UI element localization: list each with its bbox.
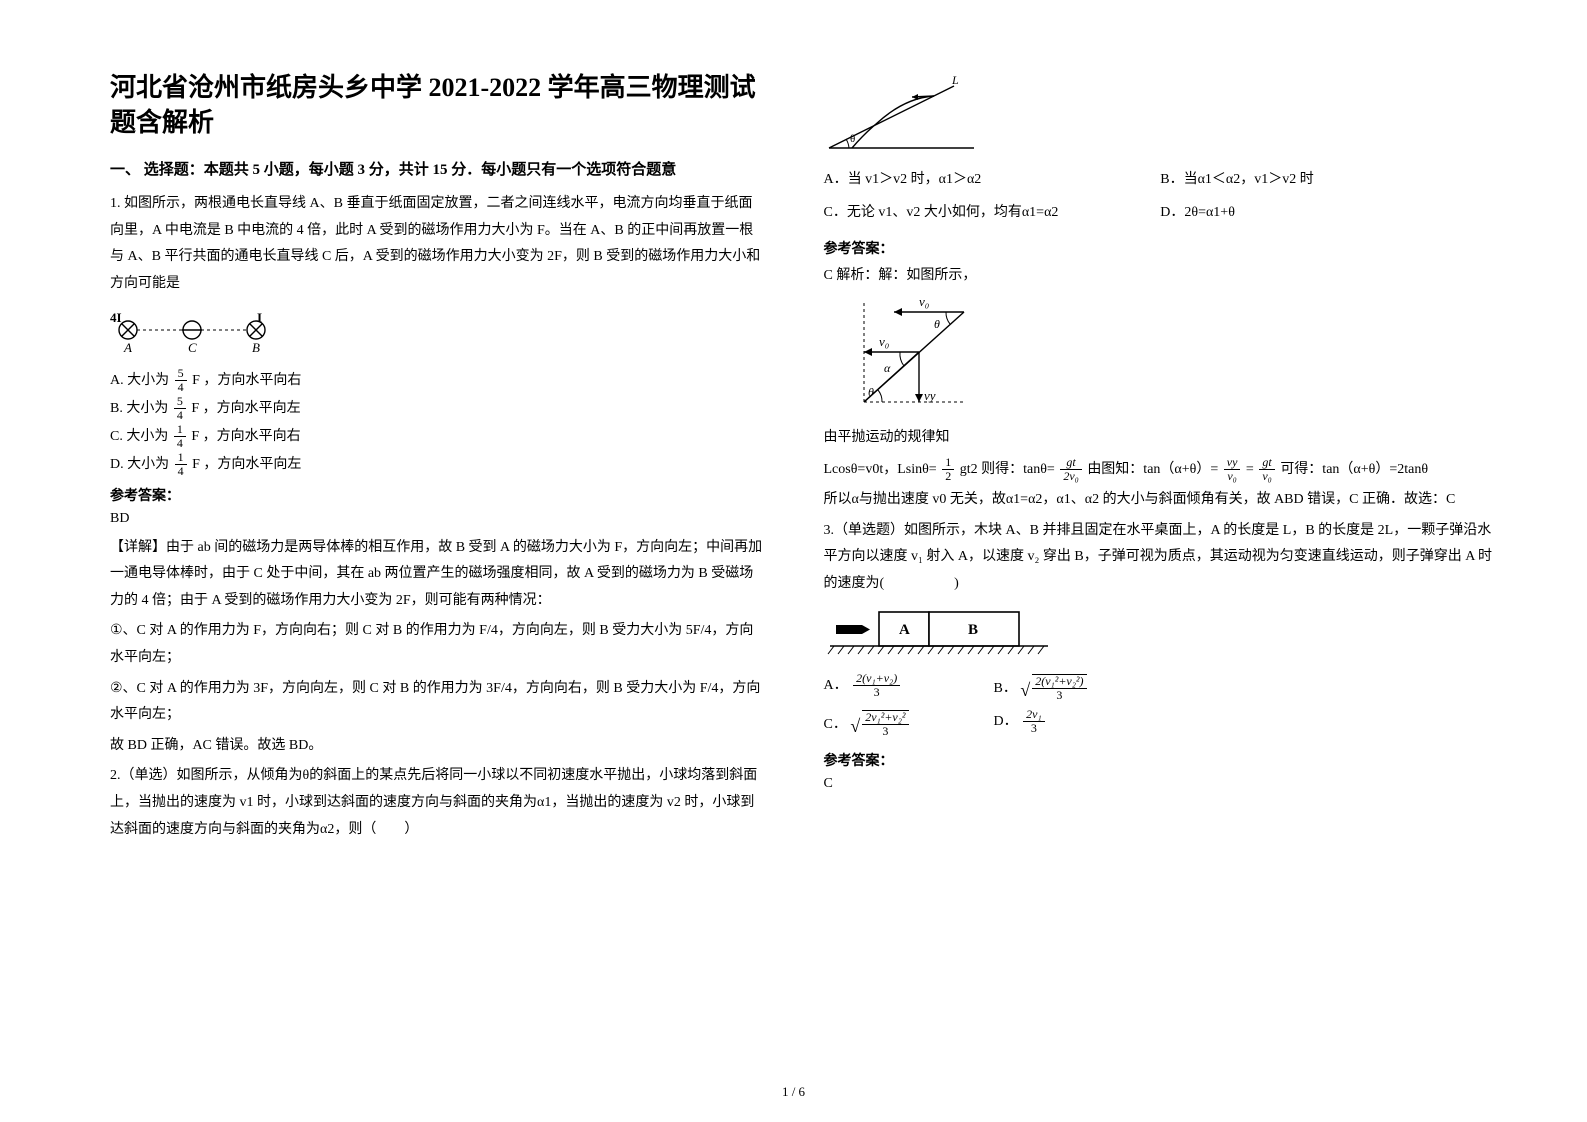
q1-optD-num: 1: [175, 451, 187, 465]
q1-optB-num: 5: [174, 395, 186, 409]
q1-optB: B. 大小为 54 F ，方向水平向左: [110, 395, 764, 423]
q3-A-label: A．: [824, 678, 848, 693]
q3-optC: C． √2v₁²+v₂²3: [824, 708, 994, 744]
q1-exp4: 故 BD 正确，AC 错误。故选 BD。: [110, 733, 764, 760]
label-v0left: v₀: [879, 334, 889, 349]
label-theta: θ: [850, 133, 855, 145]
f1d: 2: [942, 470, 954, 483]
q2-row1: A．当 v1＞v2 时，α1＞α2 B．当α1＜α2，v1＞v2 时: [824, 167, 1498, 200]
q3-row1: A． 2(v₁+v₂)3 B． √2(v₁²+v₂²)3: [824, 672, 1164, 708]
q2-e2: Lcosθ=v0t，Lsinθ= 12 gt2 则得：tanθ= gt2v₀ 由…: [824, 456, 1498, 484]
q1-exp2: ①、C 对 A 的作用力为 F，方向向右；则 C 对 B 的作用力为 F/4，方…: [110, 618, 764, 671]
label-v0top: v₀: [919, 294, 929, 309]
q3-stem: 3.（单选题）如图所示，木块 A、B 并排且固定在水平桌面上，A 的长度是 L，…: [824, 518, 1498, 598]
q1-figure: 4I I A C B: [110, 308, 764, 359]
f4n: gt: [1259, 456, 1275, 470]
sqrt-icon: √: [1020, 680, 1030, 700]
q1-optC-pre: C. 大小为: [110, 429, 168, 444]
doc-title: 河北省沧州市纸房头乡中学 2021-2022 学年高三物理测试题含解析: [110, 70, 764, 140]
q2-e1: 由平抛运动的规律知: [824, 425, 1498, 452]
q3-row2: C． √2v₁²+v₂²3 D． 2v₁3: [824, 708, 1164, 744]
q1-optC-num: 1: [174, 423, 186, 437]
q3-optA: A． 2(v₁+v₂)3: [824, 672, 994, 708]
q3-ref: 参考答案：: [824, 750, 1498, 770]
q2-ref: 参考答案：: [824, 238, 1498, 258]
q3-optB: B． √2(v₁²+v₂²)3: [994, 672, 1164, 708]
q3Cd: 3: [862, 725, 908, 738]
label-A: A: [123, 340, 132, 354]
q1-optC-post: F ，方向水平向右: [191, 429, 300, 444]
f4d: v₀: [1259, 470, 1275, 483]
label-C: C: [188, 340, 197, 354]
q2-ans: C 解析：解：如图所示，: [824, 264, 1498, 284]
q2-e3: 所以α与抛出速度 v0 无关，故α1=α2，α1、α2 的大小与斜面倾角有关，故…: [824, 487, 1498, 514]
q2-figure: L θ: [824, 76, 1498, 159]
q2-optB: B．当α1＜α2，v1＞v2 时: [1160, 167, 1497, 194]
q1-ref: 参考答案：: [110, 485, 764, 505]
q1-optC-den: 4: [174, 437, 186, 450]
page-number: 1 / 6: [0, 1084, 1587, 1100]
f2n: gt: [1060, 456, 1082, 470]
label-vy: vy: [924, 388, 936, 403]
f3n: vy: [1224, 456, 1241, 470]
page: 河北省沧州市纸房头乡中学 2021-2022 学年高三物理测试题含解析 一、 选…: [0, 0, 1587, 1122]
q1-optA-num: 5: [175, 367, 187, 381]
label-blkA: A: [899, 622, 910, 638]
q2-e2b: gt2 则得：tanθ=: [960, 462, 1059, 477]
q2-e2e: 可得：tan（α+θ）=2tanθ: [1280, 462, 1428, 477]
q2-e2c: 由图知：tan（α+θ）=: [1087, 462, 1221, 477]
q3Bd: 3: [1032, 689, 1086, 702]
left-column: 河北省沧州市纸房头乡中学 2021-2022 学年高三物理测试题含解析 一、 选…: [110, 70, 804, 1092]
q3Dn: 2v₁: [1023, 708, 1045, 722]
q3Ad: 3: [853, 686, 900, 699]
q3Cn: 2v₁²+v₂²: [862, 711, 908, 725]
q2-row2: C．无论 v1、v2 大小如何，均有α1=α2 D．2θ=α1+θ: [824, 200, 1498, 233]
q2-e2d: =: [1246, 462, 1257, 477]
label-blkB: B: [968, 622, 978, 638]
right-column: L θ A．当 v1＞v2 时，α1＞α2 B．当α1＜α2，v1＞v2 时 C…: [804, 70, 1498, 1092]
q2-optA: A．当 v1＞v2 时，α1＞α2: [824, 167, 1161, 194]
q1-exp1: 【详解】由于 ab 间的磁场力是两导体棒的相互作用，故 B 受到 A 的磁场力大…: [110, 535, 764, 615]
q1-ans: BD: [110, 511, 764, 527]
sqrt-icon-2: √: [850, 716, 860, 736]
q3-figure: A B: [824, 604, 1498, 664]
q3-ans: C: [824, 776, 1498, 792]
q1-optA-den: 4: [175, 381, 187, 394]
label-thetabot: θ: [868, 385, 874, 399]
q2-optD: D．2θ=α1+θ: [1160, 200, 1497, 227]
q3-D-label: D．: [994, 714, 1018, 729]
q1-optD-post: F ，方向水平向左: [192, 457, 301, 472]
q3-C-label: C．: [824, 717, 847, 732]
q3An: 2(v₁+v₂): [853, 672, 900, 686]
q1-optA-post: F ，方向水平向右: [192, 373, 301, 388]
q1-exp3: ②、C 对 A 的作用力为 3F，方向向左，则 C 对 B 的作用力为 3F/4…: [110, 676, 764, 729]
q3Dd: 3: [1023, 722, 1045, 735]
label-B: B: [252, 340, 260, 354]
section-1-head: 一、 选择题：本题共 5 小题，每小题 3 分，共计 15 分．每小题只有一个选…: [110, 158, 764, 179]
label-theta2: θ: [934, 317, 940, 331]
q1-optD-pre: D. 大小为: [110, 457, 169, 472]
q1-optD: D. 大小为 14 F ，方向水平向左: [110, 451, 764, 479]
q2-e2a: Lcosθ=v0t，Lsinθ=: [824, 462, 941, 477]
q2-stem: 2.（单选）如图所示，从倾角为θ的斜面上的某点先后将同一小球以不同初速度水平抛出…: [110, 763, 764, 843]
q1-optC: C. 大小为 14 F ，方向水平向右: [110, 423, 764, 451]
q1-optB-den: 4: [174, 409, 186, 422]
q1-optD-den: 4: [175, 465, 187, 478]
label-L: L: [951, 76, 959, 87]
q1-optB-post: F ，方向水平向左: [191, 401, 300, 416]
label-4I: 4I: [110, 310, 122, 325]
q2-optC: C．无论 v1、v2 大小如何，均有α1=α2: [824, 200, 1161, 227]
q1-optA: A. 大小为 54 F ，方向水平向右: [110, 367, 764, 395]
q1-optA-pre: A. 大小为: [110, 373, 169, 388]
f3d: v₀: [1224, 470, 1241, 483]
q3-B-label: B．: [994, 681, 1017, 696]
q1-stem: 1. 如图所示，两根通电长直导线 A、B 垂直于纸面固定放置，二者之间连线水平，…: [110, 191, 764, 297]
label-alpha: α: [884, 361, 891, 375]
q1-optB-pre: B. 大小为: [110, 401, 168, 416]
q2-vector-figure: v₀ θ v₀ α vy θ: [824, 292, 1498, 417]
f2d: 2v₀: [1060, 470, 1082, 483]
f1n: 1: [942, 456, 954, 470]
q3Bn: 2(v₁²+v₂²): [1032, 675, 1086, 689]
q3-optD: D． 2v₁3: [994, 708, 1164, 744]
